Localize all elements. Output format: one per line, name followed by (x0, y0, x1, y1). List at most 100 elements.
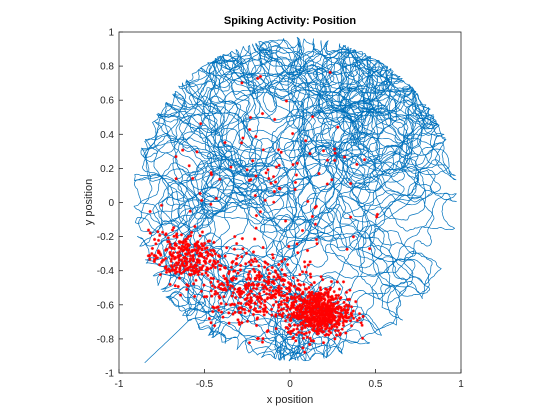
spike-point (170, 257, 174, 261)
spike-point (271, 256, 275, 260)
spike-point (164, 233, 168, 237)
spike-point (276, 148, 281, 152)
spike-point (303, 318, 307, 322)
spike-point (301, 310, 306, 314)
spike-point (233, 235, 237, 239)
spike-point (306, 263, 310, 267)
spike-point (196, 245, 200, 249)
spike-point (247, 303, 251, 307)
spike-point (266, 262, 270, 266)
spike-point (285, 292, 289, 296)
spike-point (347, 297, 352, 301)
spike-point (188, 265, 192, 269)
spike-point (274, 180, 278, 184)
spike-point (226, 283, 230, 287)
spike-point (187, 164, 191, 168)
spike-point (297, 311, 302, 315)
spike-point (335, 333, 339, 337)
spike-point (154, 254, 158, 258)
spike-point (336, 311, 340, 315)
spike-point (243, 284, 247, 288)
spike-point (233, 287, 237, 291)
spike-point (258, 74, 263, 79)
spike-point (311, 307, 315, 311)
spike-point (314, 296, 318, 301)
spike-point (191, 259, 195, 263)
spike-point (311, 317, 315, 321)
spike-point (265, 287, 269, 291)
spike-point (306, 320, 310, 324)
spike-point (248, 115, 253, 120)
spike-point (257, 273, 261, 277)
spike-point (289, 318, 293, 322)
spike-point (312, 326, 316, 330)
spike-point (358, 312, 362, 316)
spike-point (211, 248, 215, 252)
spike-point (235, 242, 239, 246)
spike-point (278, 302, 282, 306)
spike-point (249, 300, 253, 305)
spike-point (247, 341, 252, 345)
spike-point (325, 318, 330, 322)
spike-point (305, 304, 309, 308)
chart-title: Spiking Activity: Position (224, 15, 356, 27)
spike-point (241, 307, 245, 311)
spike-point (268, 288, 272, 292)
spike-point (213, 252, 217, 256)
spike-point (317, 171, 321, 176)
spike-point (196, 272, 200, 277)
spike-point (195, 243, 200, 247)
spike-point (287, 287, 291, 291)
spike-point (289, 295, 294, 299)
spike-point (319, 298, 323, 302)
spike-point (231, 259, 235, 264)
spike-point (281, 311, 285, 316)
spike-point (315, 294, 319, 298)
spike-point (277, 303, 281, 307)
spike-point (260, 112, 265, 116)
spike-point (287, 244, 291, 248)
trajectory-segment (134, 43, 438, 304)
spike-point (184, 243, 188, 247)
spike-point (211, 310, 215, 314)
spike-point (238, 289, 242, 293)
spike-point (309, 292, 313, 296)
spike-point (290, 303, 294, 307)
spike-point (292, 305, 296, 310)
spike-point (200, 247, 204, 251)
spike-point (257, 275, 261, 279)
spike-point (320, 322, 324, 326)
spike-point (201, 264, 205, 268)
spike-point (174, 177, 178, 181)
spike-point (299, 283, 303, 287)
spike-point (234, 277, 238, 281)
spike-point (233, 310, 237, 314)
spike-point (322, 341, 326, 345)
spike-point (345, 290, 349, 294)
spike-point (330, 294, 334, 298)
spike-point (219, 264, 223, 268)
spike-point (289, 306, 293, 310)
spike-point (232, 276, 236, 280)
spike-point (339, 313, 343, 317)
spike-point (215, 291, 220, 296)
spike-point (316, 319, 320, 323)
spike-point (314, 302, 318, 306)
spike-point (319, 329, 324, 333)
spike-point (315, 328, 319, 333)
spike-point (233, 269, 237, 273)
spike-point (277, 284, 281, 288)
spike-point (310, 304, 315, 308)
spike-point (309, 313, 313, 317)
spike-point (280, 315, 284, 319)
spike-point (261, 307, 265, 311)
spike-point (305, 335, 309, 339)
spike-point (308, 316, 312, 320)
spike-point (170, 265, 174, 269)
spike-point (299, 316, 303, 320)
spike-point (318, 320, 322, 324)
spike-point (181, 249, 185, 253)
spike-point (332, 322, 337, 327)
spike-point (300, 306, 304, 310)
spike-point (312, 339, 316, 343)
